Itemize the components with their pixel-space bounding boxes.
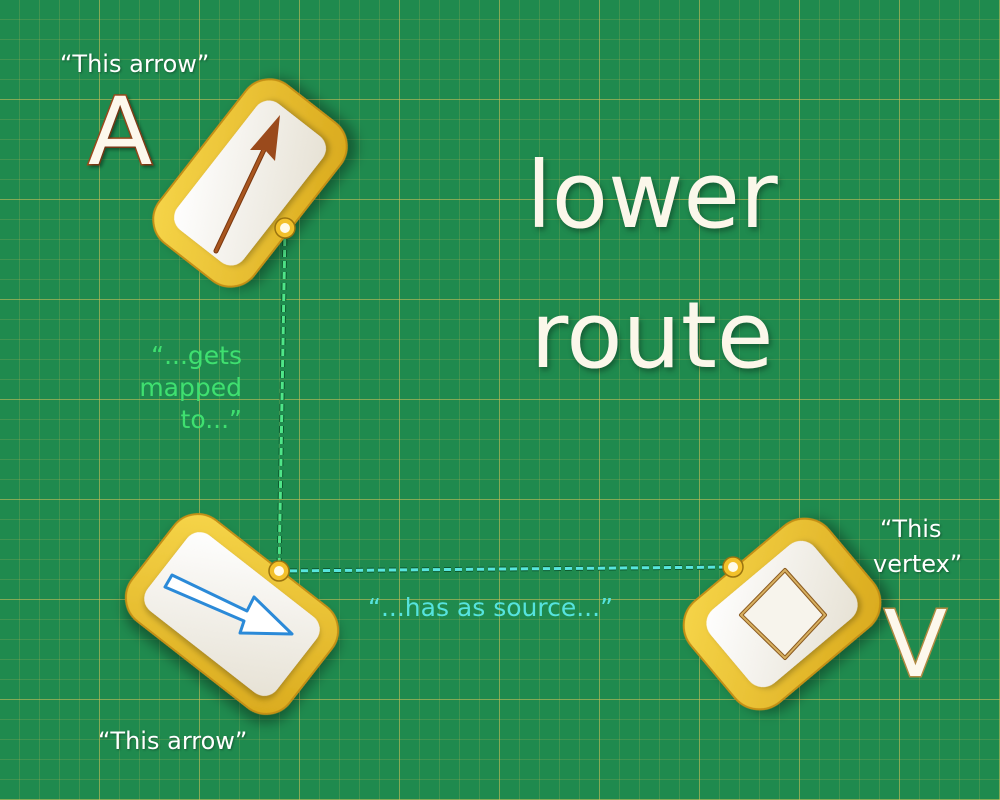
letter-a: A [88, 78, 152, 187]
maps-to-line-1: “...gets [151, 341, 242, 370]
edge-has-source [278, 564, 734, 574]
vertex-caption-line-2: vertex” [873, 550, 963, 578]
vertex-caption-line-1: “This [880, 515, 942, 543]
diamond-icon [739, 568, 827, 660]
top-node-caption: “This arrow” [60, 50, 210, 78]
edge-maps-to [276, 227, 288, 572]
outlined-arrow-icon [163, 573, 294, 636]
middle-node-caption: “This arrow” [98, 727, 248, 755]
maps-to-line-3: to...” [180, 405, 242, 434]
maps-to-line-2: mapped [139, 373, 242, 402]
diagonal-arrow-icon [213, 115, 280, 254]
letter-v: V [884, 591, 947, 698]
port-right[interactable] [722, 556, 744, 578]
port-top[interactable] [274, 217, 296, 239]
title-line-2: route [530, 282, 774, 389]
maps-to-label: “...gets mapped to...” [100, 340, 242, 436]
title-line-1: lower [526, 142, 778, 249]
has-source-label: “...has as source...” [368, 593, 614, 622]
port-middle[interactable] [268, 560, 290, 582]
